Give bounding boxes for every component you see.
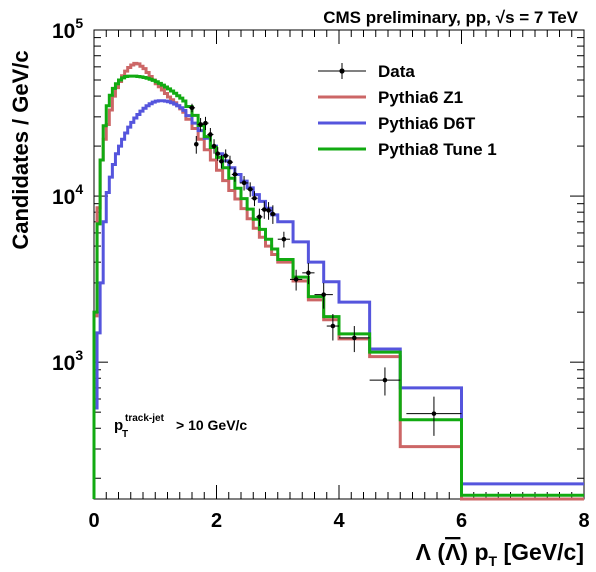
data-point xyxy=(247,182,254,197)
data-point-marker xyxy=(193,142,199,147)
x-tick-label: 2 xyxy=(211,510,222,532)
data-point xyxy=(207,127,214,142)
annotation-sup: track-jet xyxy=(125,413,165,424)
data-point-marker xyxy=(227,159,233,165)
data-point xyxy=(339,326,370,353)
data-point-marker xyxy=(321,292,326,297)
axis-ticks xyxy=(93,29,585,499)
data-point-marker xyxy=(252,195,257,201)
series-layer xyxy=(92,61,584,501)
legend-entry: Data xyxy=(318,62,415,81)
y-tick-label: 105 xyxy=(52,15,83,43)
track-jet-annotation: p T track-jet > 10 GeV/c xyxy=(114,413,247,440)
data-point xyxy=(256,208,263,227)
data-point-marker xyxy=(211,143,217,149)
data-point-marker xyxy=(247,186,253,192)
y-axis-label: Candidates / GeV/c xyxy=(8,50,33,249)
data-point xyxy=(226,155,234,170)
annotation-tail: > 10 GeV/c xyxy=(176,417,247,433)
data-point xyxy=(290,269,303,291)
data-point xyxy=(261,201,268,219)
data-point-marker xyxy=(223,153,228,159)
series-pythia8-tune-1 xyxy=(92,74,584,499)
y-tick-label: 104 xyxy=(52,181,83,209)
data-point xyxy=(265,202,272,220)
data-point xyxy=(222,149,229,163)
data-points xyxy=(188,103,462,436)
data-point-marker xyxy=(266,208,271,213)
data-point xyxy=(218,154,224,169)
legend-label: Pythia6 D6T xyxy=(378,114,476,133)
data-point-marker xyxy=(219,158,224,164)
data-point xyxy=(231,167,238,182)
data-point-marker xyxy=(203,120,208,126)
legend-label: Pythia6 Z1 xyxy=(378,88,463,107)
legend: Data Pythia6 Z1 Pythia6 D6T Pythia8 Tune 1 xyxy=(318,62,497,159)
data-point xyxy=(251,191,258,207)
x-tick-label: 8 xyxy=(578,510,589,532)
data-point-marker xyxy=(241,180,247,186)
x-tick-labels: 0 2 4 6 8 xyxy=(88,510,589,532)
x-axis-label-text: Λ (Λ) pT [GeV/c] xyxy=(416,539,584,569)
data-point-marker xyxy=(270,211,276,217)
data-point xyxy=(277,231,290,248)
data-point-marker xyxy=(382,377,388,383)
data-point xyxy=(314,282,333,309)
legend-label: Pythia8 Tune 1 xyxy=(378,140,497,159)
legend-entry: Pythia6 D6T xyxy=(318,114,476,133)
legend-entry: Pythia6 Z1 xyxy=(318,88,463,107)
data-point-marker xyxy=(306,270,311,276)
annotation-sub: T xyxy=(122,429,128,440)
data-point-marker xyxy=(215,151,221,156)
data-point-marker xyxy=(257,214,262,220)
data-point-marker xyxy=(208,132,213,137)
data-point xyxy=(326,313,339,341)
data-point xyxy=(188,103,196,113)
x-tick-label: 4 xyxy=(333,510,345,532)
legend-entry: Pythia8 Tune 1 xyxy=(318,140,497,159)
data-point-marker xyxy=(431,411,437,416)
y-tick-labels: 103 104 105 xyxy=(52,15,83,375)
data-point-marker xyxy=(261,207,267,212)
data-point-marker xyxy=(232,172,238,177)
data-point xyxy=(197,118,204,132)
data-point xyxy=(302,263,315,285)
data-point xyxy=(215,147,221,161)
data-point-marker xyxy=(198,122,203,127)
data-point xyxy=(406,396,462,436)
x-tick-label: 6 xyxy=(456,510,467,532)
data-point xyxy=(369,367,401,396)
series-pythia6-d6t xyxy=(92,99,584,499)
data-point xyxy=(202,116,209,130)
data-point-marker xyxy=(330,323,336,329)
chart-title: CMS preliminary, pp, √s = 7 TeV xyxy=(323,8,578,27)
annotation-p: p xyxy=(114,417,123,434)
data-point-marker xyxy=(281,236,287,242)
data-point-marker xyxy=(189,105,195,111)
data-point-marker xyxy=(352,335,357,341)
legend-marker-dot xyxy=(339,68,345,74)
data-point xyxy=(269,205,276,224)
x-tick-label: 0 xyxy=(88,510,99,532)
x-axis-label: Λ (Λ) pT [GeV/c] xyxy=(416,539,584,569)
data-point xyxy=(211,139,217,154)
data-point xyxy=(193,136,199,154)
data-point xyxy=(239,176,249,191)
data-point-marker xyxy=(293,277,299,282)
legend-label: Data xyxy=(378,62,415,81)
y-tick-label: 103 xyxy=(52,347,83,375)
